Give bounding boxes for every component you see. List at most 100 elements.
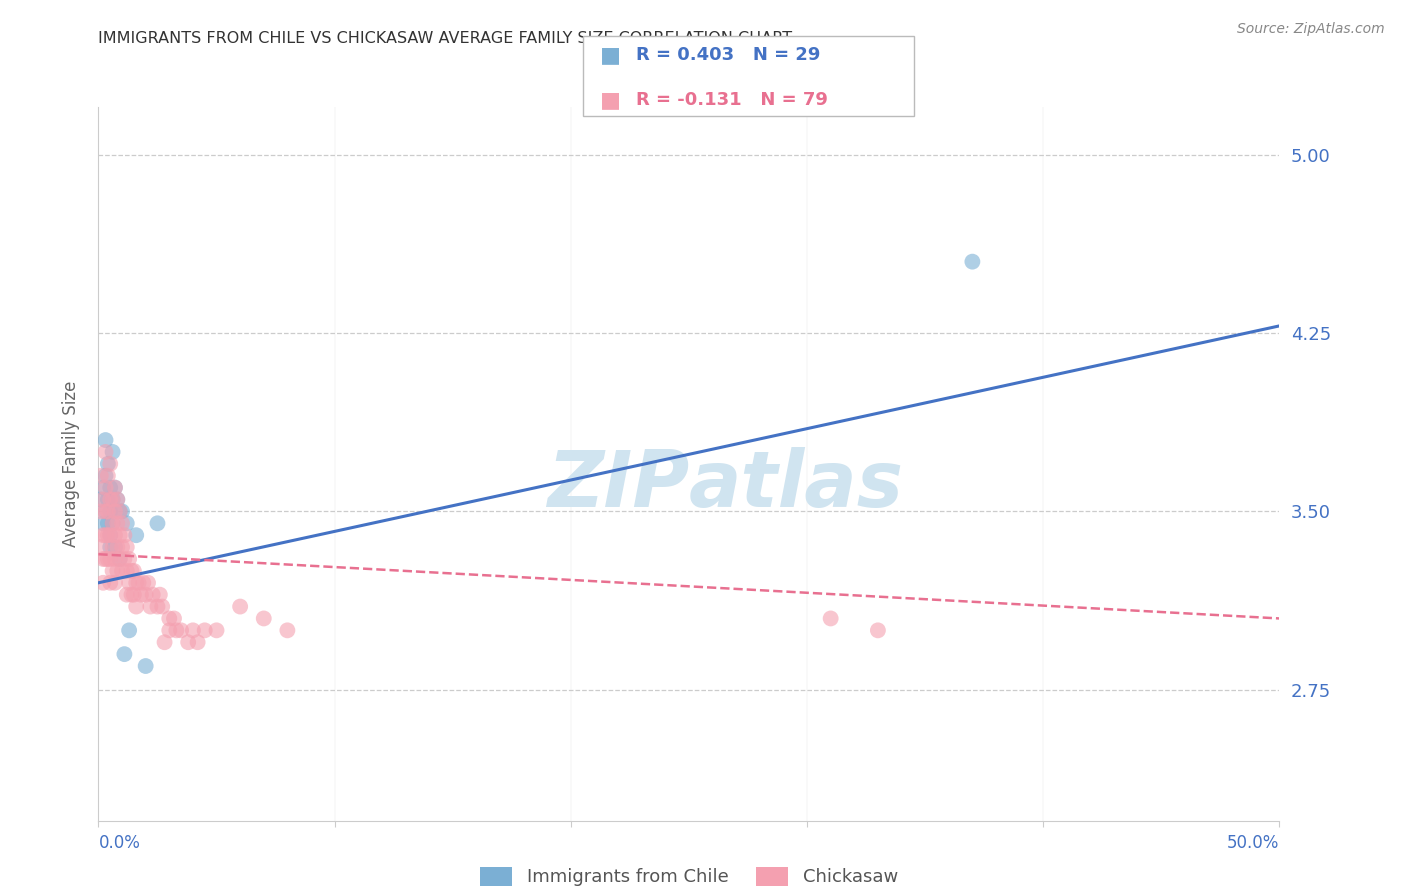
Point xyxy=(94,528,117,542)
Point xyxy=(187,635,209,649)
Point xyxy=(105,492,128,507)
Point xyxy=(101,516,124,531)
Point xyxy=(98,575,121,590)
Point xyxy=(150,599,173,614)
Point xyxy=(108,552,131,566)
Point xyxy=(181,624,204,638)
Point xyxy=(91,528,114,542)
Point xyxy=(170,624,193,638)
Text: Source: ZipAtlas.com: Source: ZipAtlas.com xyxy=(1237,22,1385,37)
Point xyxy=(142,588,165,602)
Point xyxy=(112,528,135,542)
Point xyxy=(108,552,131,566)
Point xyxy=(125,599,148,614)
Point xyxy=(98,540,121,554)
Point xyxy=(94,433,117,447)
Point xyxy=(135,588,157,602)
Point xyxy=(157,624,180,638)
Point xyxy=(90,540,112,554)
Point xyxy=(111,540,134,554)
Point xyxy=(121,588,143,602)
Point xyxy=(94,552,117,566)
Point xyxy=(98,492,121,507)
Point xyxy=(820,611,842,625)
Text: R = -0.131   N = 79: R = -0.131 N = 79 xyxy=(636,91,827,109)
Point xyxy=(101,516,124,531)
Point xyxy=(112,647,135,661)
Point xyxy=(125,575,148,590)
Point xyxy=(98,552,121,566)
Point xyxy=(98,504,121,518)
Point xyxy=(111,564,134,578)
Point xyxy=(111,516,134,531)
Point xyxy=(104,552,127,566)
Text: atlas: atlas xyxy=(689,447,904,524)
Text: ■: ■ xyxy=(600,90,621,110)
Point xyxy=(177,635,200,649)
Point xyxy=(118,552,141,566)
Y-axis label: Average Family Size: Average Family Size xyxy=(62,381,80,547)
Point xyxy=(97,516,120,531)
Text: 0.0%: 0.0% xyxy=(98,834,141,852)
Point xyxy=(128,575,150,590)
Point xyxy=(90,468,112,483)
Point xyxy=(94,468,117,483)
Point xyxy=(104,540,127,554)
Point xyxy=(129,588,152,602)
Point xyxy=(108,528,131,542)
Text: ZIP: ZIP xyxy=(547,447,689,524)
Point xyxy=(118,624,141,638)
Point xyxy=(98,457,121,471)
Point xyxy=(149,588,172,602)
Point xyxy=(101,445,124,459)
Point xyxy=(108,504,131,518)
Point xyxy=(194,624,217,638)
Text: R = 0.403   N = 29: R = 0.403 N = 29 xyxy=(636,46,820,64)
Text: 50.0%: 50.0% xyxy=(1227,834,1279,852)
Point xyxy=(104,528,127,542)
Point xyxy=(98,528,121,542)
Point xyxy=(276,624,298,638)
Text: IMMIGRANTS FROM CHILE VS CHICKASAW AVERAGE FAMILY SIZE CORRELATION CHART: IMMIGRANTS FROM CHILE VS CHICKASAW AVERA… xyxy=(98,31,793,46)
Point xyxy=(125,528,148,542)
Point xyxy=(104,481,127,495)
Point xyxy=(115,588,138,602)
Point xyxy=(94,481,117,495)
Point xyxy=(108,504,131,518)
Point xyxy=(94,504,117,518)
Point xyxy=(101,564,124,578)
Point xyxy=(104,481,127,495)
Point xyxy=(866,624,889,638)
Point xyxy=(132,575,155,590)
Point xyxy=(115,564,138,578)
Point xyxy=(90,504,112,518)
Point xyxy=(98,528,121,542)
Point xyxy=(146,516,169,531)
Point xyxy=(97,468,120,483)
Point xyxy=(121,564,143,578)
Point xyxy=(101,540,124,554)
Point xyxy=(105,492,128,507)
Point xyxy=(157,611,180,625)
Point xyxy=(115,516,138,531)
Point xyxy=(101,492,124,507)
Point xyxy=(229,599,252,614)
Point xyxy=(101,492,124,507)
Point xyxy=(97,504,120,518)
Point xyxy=(165,624,187,638)
Point xyxy=(94,504,117,518)
Point xyxy=(253,611,276,625)
Point xyxy=(135,659,157,673)
Point xyxy=(105,540,128,554)
Point xyxy=(122,564,145,578)
Point xyxy=(91,552,114,566)
Point xyxy=(146,599,169,614)
Point xyxy=(97,492,120,507)
Point xyxy=(91,516,114,531)
Point xyxy=(91,575,114,590)
Point xyxy=(94,445,117,459)
Point xyxy=(104,575,127,590)
Point xyxy=(97,528,120,542)
Point xyxy=(153,635,176,649)
Point xyxy=(97,457,120,471)
